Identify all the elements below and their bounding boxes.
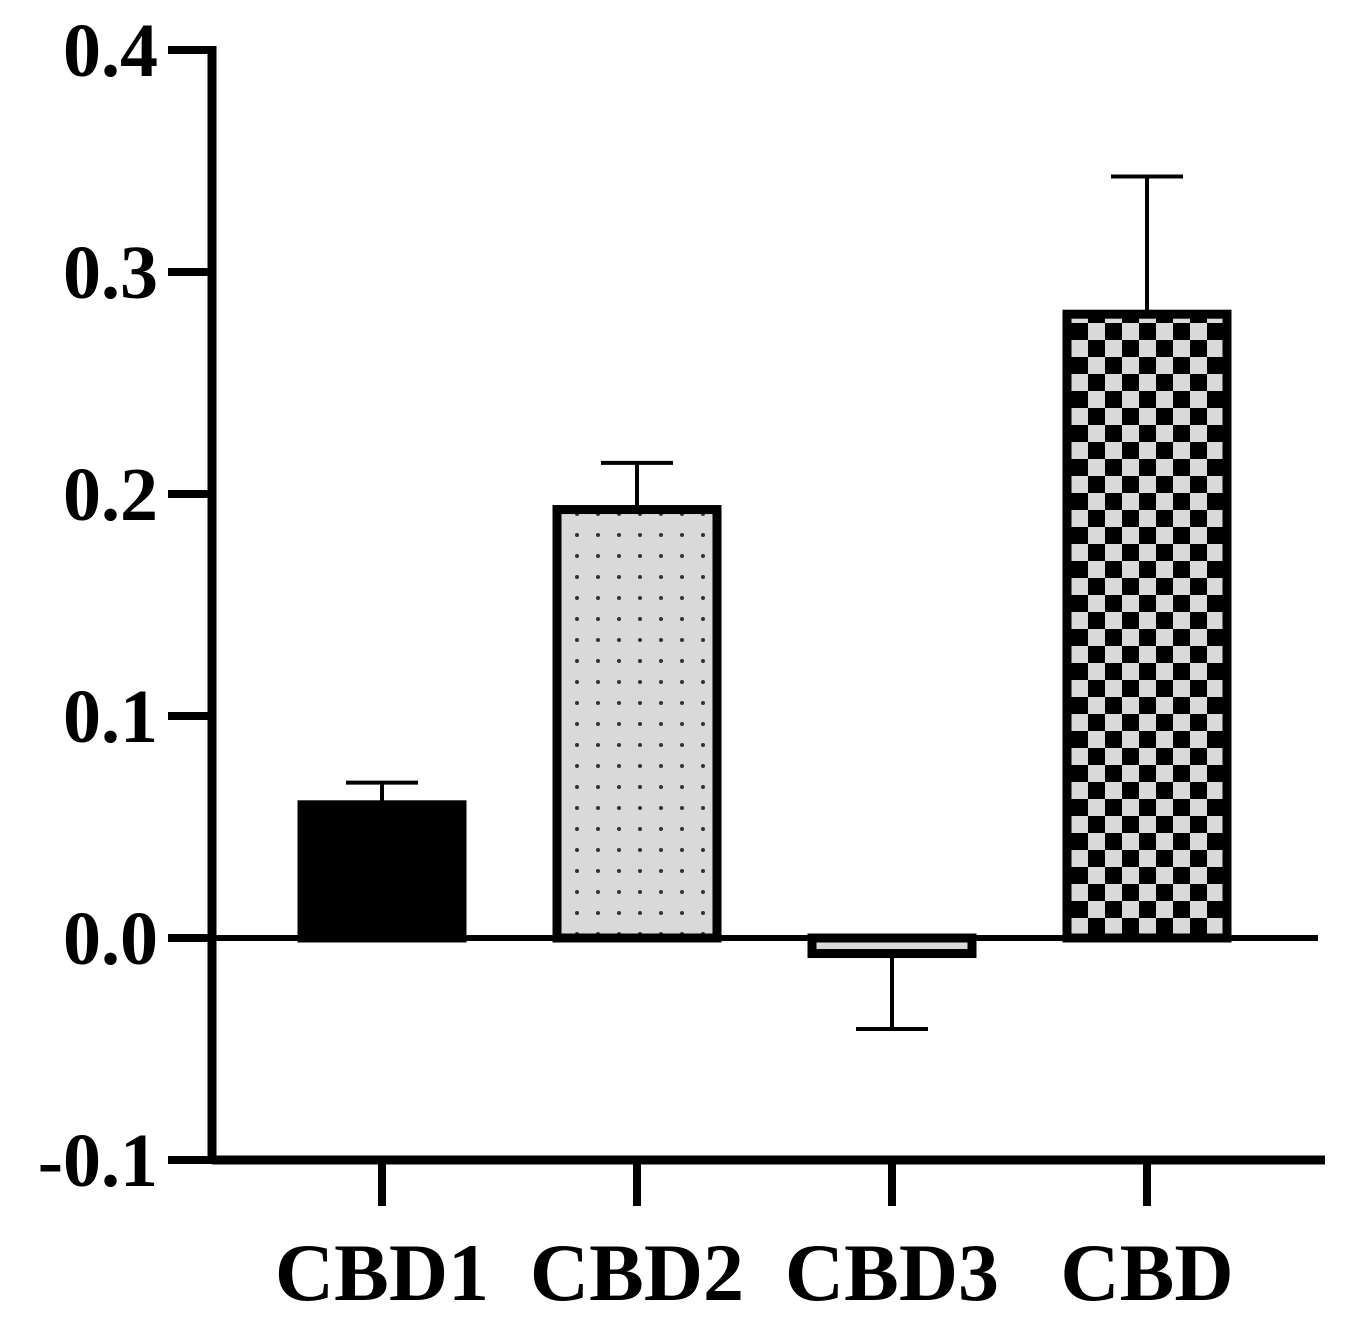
y-axis-ticks: 0.4 0.3 0.2 0.1 0.0 -0.1 — [38, 9, 212, 1203]
error-bars — [346, 174, 1183, 1032]
y-tick-label: 0.0 — [63, 897, 158, 981]
axes — [207, 46, 1325, 1165]
bar-cbd — [1062, 309, 1232, 943]
bars — [297, 309, 1232, 959]
x-axis-categories: CBD1 CBD2 CBD3 CBD — [275, 1160, 1234, 1318]
category-label-cbd2: CBD2 — [530, 1227, 744, 1318]
y-tick-label: 0.2 — [63, 453, 158, 537]
y-tick-label: 0.3 — [63, 231, 158, 315]
category-label-cbd3: CBD3 — [785, 1227, 999, 1318]
bar-cbd1 — [297, 800, 467, 943]
category-label-cbd1: CBD1 — [275, 1227, 489, 1318]
y-tick-label: 0.4 — [63, 9, 158, 93]
category-label-cbd: CBD — [1060, 1227, 1233, 1318]
y-tick-label: 0.1 — [63, 675, 158, 759]
y-tick-label: -0.1 — [38, 1119, 158, 1203]
bar-cbd2 — [552, 505, 722, 943]
